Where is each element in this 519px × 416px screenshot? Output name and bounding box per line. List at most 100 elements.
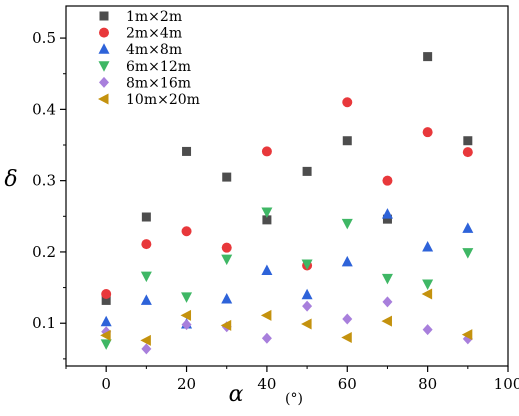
series-5 xyxy=(101,296,473,355)
data-point xyxy=(221,254,233,266)
data-point xyxy=(422,240,434,252)
y-tick-label: 0.3 xyxy=(32,172,56,190)
data-point xyxy=(463,136,473,146)
x-tick-label: 80 xyxy=(418,375,437,393)
legend-label: 6m×12m xyxy=(126,59,191,75)
series-1 xyxy=(101,52,473,305)
data-point xyxy=(422,127,433,138)
legend-marker xyxy=(98,43,110,54)
data-point xyxy=(382,175,393,186)
data-point xyxy=(141,343,152,355)
series-6 xyxy=(100,288,473,346)
legend-marker xyxy=(99,27,109,38)
plot-border xyxy=(65,5,509,367)
data-point xyxy=(342,313,353,325)
data-point xyxy=(341,218,353,230)
data-point xyxy=(301,288,313,300)
data-point xyxy=(423,52,433,62)
data-point xyxy=(181,226,192,237)
data-point xyxy=(342,97,353,108)
series-2 xyxy=(101,97,473,299)
y-tick-label: 0.5 xyxy=(32,29,56,47)
data-point xyxy=(260,309,272,321)
legend-label: 4m×8m xyxy=(126,42,182,58)
legend-label: 2m×4m xyxy=(126,26,182,42)
data-point xyxy=(141,239,152,250)
data-markers xyxy=(100,52,474,355)
y-axis-title: δ xyxy=(4,167,17,192)
legend-marker xyxy=(99,11,109,21)
data-point xyxy=(221,242,232,253)
legend-label: 1m×2m xyxy=(126,9,182,25)
data-point xyxy=(261,207,273,219)
x-axis: 0 20 40 60 80 100 xyxy=(65,366,519,393)
data-point xyxy=(261,146,272,157)
data-point xyxy=(382,296,393,308)
data-point xyxy=(422,279,434,291)
data-point xyxy=(341,255,353,267)
legend-item: 8m×16m xyxy=(99,75,191,91)
legend-label: 10m×20m xyxy=(126,92,200,108)
data-point xyxy=(180,309,192,321)
data-point xyxy=(301,318,312,330)
x-tick-label: 40 xyxy=(257,375,276,393)
data-point xyxy=(221,292,233,304)
data-point xyxy=(140,334,151,346)
data-point xyxy=(140,294,152,305)
legend-item: 2m×4m xyxy=(99,26,182,42)
y-tick-label: 0.4 xyxy=(32,100,56,118)
data-point xyxy=(261,264,273,275)
legend-label: 8m×16m xyxy=(126,75,191,91)
data-point xyxy=(261,332,272,344)
data-point xyxy=(462,147,473,158)
data-point xyxy=(262,215,272,225)
series-4 xyxy=(100,207,474,350)
data-point xyxy=(141,212,151,222)
data-point xyxy=(100,339,112,350)
legend-item: 10m×20m xyxy=(98,92,200,108)
data-point xyxy=(101,295,111,305)
legend-item: 1m×2m xyxy=(99,9,182,25)
data-point xyxy=(100,315,112,327)
data-point xyxy=(302,300,313,312)
data-point xyxy=(101,289,112,299)
data-point xyxy=(301,259,313,271)
plot-frame xyxy=(65,5,509,367)
legend-item: 6m×12m xyxy=(98,59,191,75)
legend-marker xyxy=(99,76,109,88)
x-tick-label: 20 xyxy=(177,375,196,393)
legend-marker xyxy=(98,61,110,72)
x-tick-label: 0 xyxy=(101,375,111,393)
y-tick-label: 0.2 xyxy=(32,243,56,261)
y-axis: 0.1 0.2 0.3 0.4 0.5 xyxy=(32,29,66,360)
x-tick-label: 100 xyxy=(494,375,519,393)
legend-marker xyxy=(98,93,109,105)
data-point xyxy=(342,136,352,146)
x-axis-title: α xyxy=(229,382,244,407)
data-point xyxy=(181,319,192,331)
data-point xyxy=(382,214,392,224)
data-point xyxy=(422,324,433,336)
data-point xyxy=(381,208,393,219)
data-point xyxy=(302,166,312,176)
data-point xyxy=(220,319,232,331)
data-point xyxy=(462,248,474,259)
data-point xyxy=(461,329,473,341)
data-point xyxy=(462,222,474,233)
data-point xyxy=(421,288,433,300)
x-axis-unit: (°) xyxy=(285,391,303,407)
data-point xyxy=(381,273,393,285)
data-point xyxy=(222,172,232,182)
data-point xyxy=(341,331,352,343)
data-point xyxy=(181,292,193,303)
x-tick-label: 60 xyxy=(338,375,357,393)
data-point xyxy=(182,146,192,156)
data-point xyxy=(140,271,152,283)
data-point xyxy=(381,315,392,327)
series-3 xyxy=(100,208,474,329)
legend-item: 4m×8m xyxy=(98,42,182,58)
y-tick-label: 0.1 xyxy=(32,314,56,332)
